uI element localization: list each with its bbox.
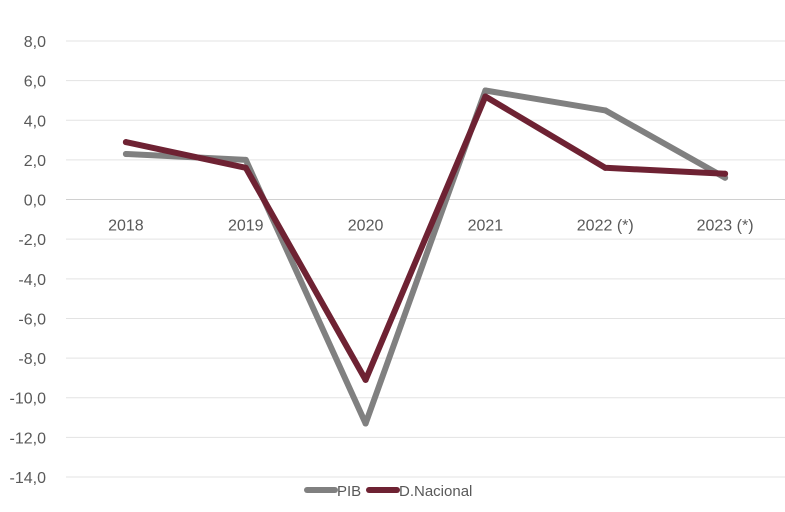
data-point [482,87,489,94]
x-tick-label: 2019 [228,218,264,235]
data-point [122,150,129,157]
data-point [362,376,369,383]
data-point [122,139,129,146]
x-tick-label: 2021 [468,218,504,235]
y-tick-label: -8,0 [18,351,46,368]
legend: PIB D.Nacional [304,483,472,500]
y-tick-label: -6,0 [18,311,46,328]
y-tick-label: -14,0 [10,470,47,487]
x-tick-label: 2022 (*) [577,218,634,235]
y-tick-label: 4,0 [24,113,46,130]
series-lines [122,87,729,427]
data-point [242,164,249,171]
data-point [602,164,609,171]
series-line-d-nacional [122,93,729,383]
y-tick-label: -2,0 [18,232,46,249]
y-tick-label: 6,0 [24,74,46,91]
y-axis-ticks: 8,0 6,0 4,0 2,0 0,0 -2,0 -4,0 -6,0 -8,0 -10,0 -12,… [10,34,47,487]
y-tick-label: -10,0 [10,391,47,408]
x-tick-label: 2020 [348,218,384,235]
y-tick-label: 8,0 [24,34,46,51]
legend-label: D.Nacional [399,483,472,500]
legend-label: PIB [337,483,361,500]
x-tick-label: 2018 [108,218,144,235]
y-tick-label: 2,0 [24,153,46,170]
series-line-pib [122,87,729,427]
data-point [602,107,609,114]
data-point [242,156,249,163]
x-axis-ticks: 2018 2019 2020 2021 2022 (*) 2023 (*) [108,218,753,235]
y-tick-label: 0,0 [24,193,46,210]
data-point [482,93,489,100]
y-tick-label: -12,0 [10,430,47,447]
y-tick-label: -4,0 [18,272,46,289]
data-point [362,420,369,427]
data-point [722,170,729,177]
x-tick-label: 2023 (*) [697,218,754,235]
